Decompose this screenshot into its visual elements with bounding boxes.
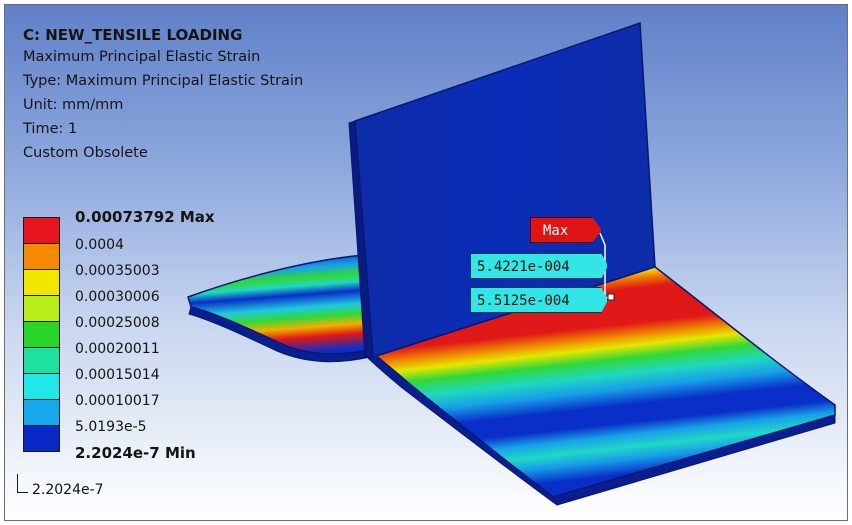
- legend-level-label[interactable]: 0.00030006: [75, 289, 160, 305]
- result-viewport[interactable]: C: NEW_TENSILE LOADING Maximum Principal…: [4, 4, 848, 521]
- legend-color-bar: [23, 217, 60, 452]
- result-unit: Unit: mm/mm: [23, 97, 124, 113]
- legend-band: [24, 374, 59, 400]
- legend-level-label[interactable]: 0.00015014: [75, 367, 160, 383]
- left-flange: [187, 254, 371, 355]
- result-name: Maximum Principal Elastic Strain: [23, 49, 261, 65]
- result-type: Type: Maximum Principal Elastic Strain: [23, 73, 304, 89]
- legend-band: [24, 244, 59, 270]
- probe-marker[interactable]: [607, 293, 615, 301]
- probe-label-1[interactable]: 5.4221e-004: [470, 253, 608, 279]
- max-probe-label[interactable]: Max: [530, 217, 602, 243]
- web-plate-edge: [348, 120, 374, 358]
- legend-band: [24, 218, 59, 244]
- result-note: Custom Obsolete: [23, 145, 148, 161]
- probe-label-2[interactable]: 5.5125e-004: [470, 287, 608, 313]
- right-flange-side: [366, 349, 558, 506]
- legend-level-label[interactable]: 0.00020011: [75, 341, 160, 357]
- legend-band: [24, 400, 59, 426]
- legend-below-label[interactable]: 2.2024e-7: [32, 482, 104, 498]
- legend-level-label[interactable]: 5.0193e-5: [75, 419, 147, 435]
- result-info: C: NEW_TENSILE LOADING Maximum Principal…: [23, 25, 303, 165]
- legend-level-label[interactable]: 0.00035003: [75, 263, 160, 279]
- legend-level-label[interactable]: 0.00010017: [75, 393, 160, 409]
- analysis-title: C: NEW_TENSILE LOADING: [23, 26, 243, 44]
- legend-max-label[interactable]: 0.00073792 Max: [75, 208, 215, 226]
- legend-min-label[interactable]: 2.2024e-7 Min: [75, 444, 196, 462]
- legend-band: [24, 270, 59, 296]
- legend-band: [24, 322, 59, 348]
- legend-band: [24, 426, 59, 451]
- result-time: Time: 1: [23, 121, 78, 137]
- legend-band: [24, 296, 59, 322]
- legend-level-label[interactable]: 0.0004: [75, 237, 124, 253]
- legend-band: [24, 348, 59, 374]
- legend-level-label[interactable]: 0.00025008: [75, 315, 160, 331]
- legend-min-bracket: [17, 474, 28, 493]
